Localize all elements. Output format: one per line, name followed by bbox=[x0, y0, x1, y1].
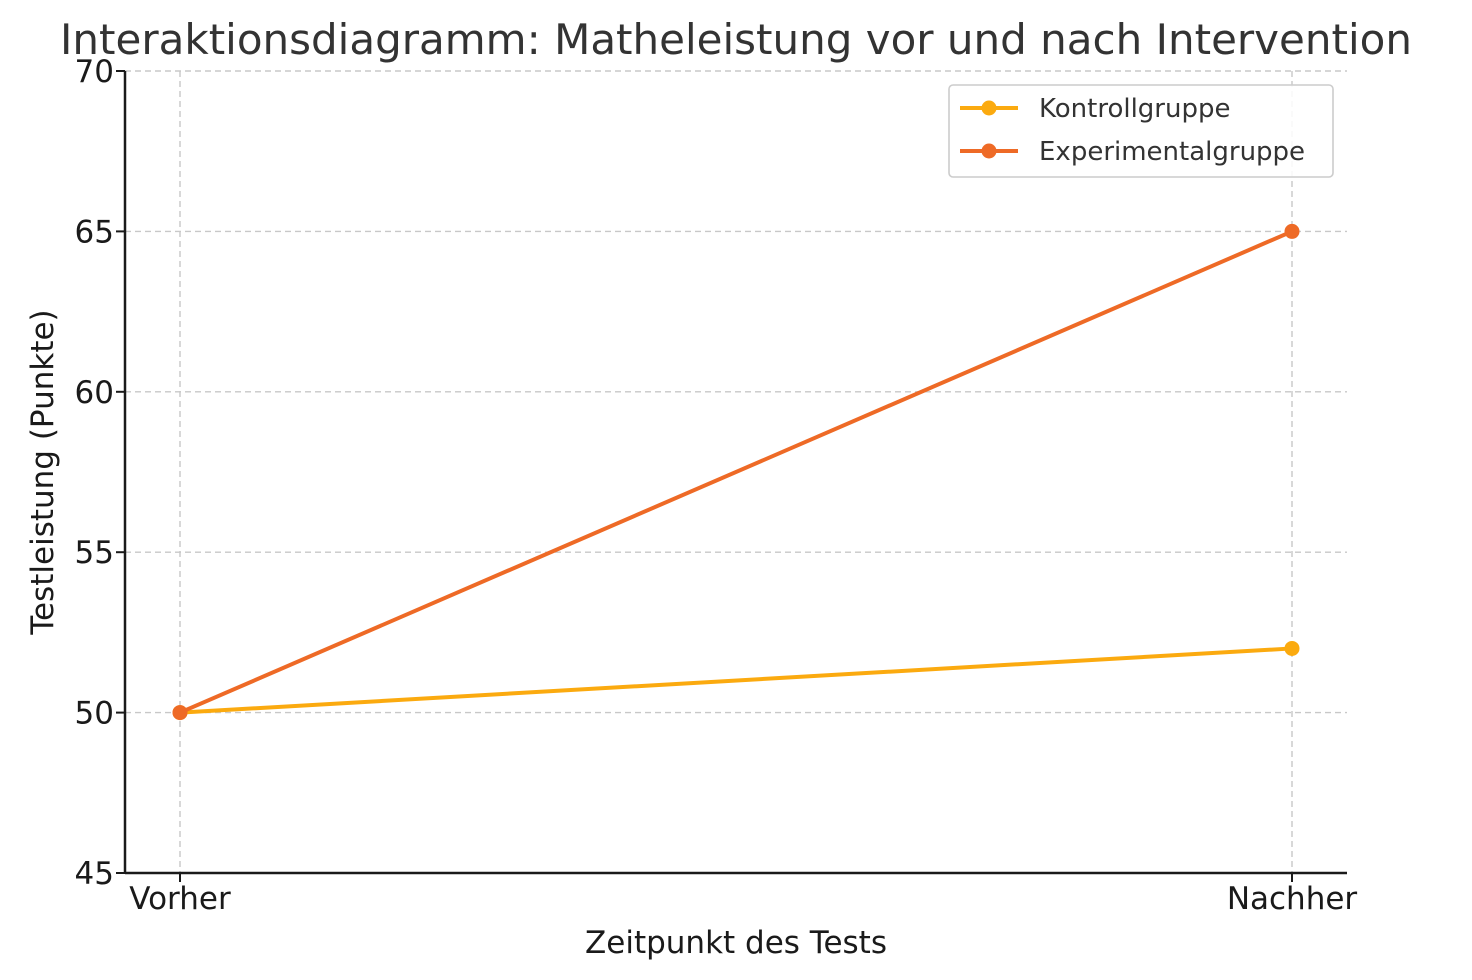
series-line-experimentalgruppe bbox=[179, 229, 1293, 715]
tick-labels: 45 50 55 60 65 70 Vorher Nachher bbox=[75, 54, 1358, 917]
x-axis-label: Zeitpunkt des Tests bbox=[585, 925, 887, 961]
y-axis-label: Testleistung (Punkte) bbox=[25, 309, 61, 635]
legend-label-experimentalgruppe: Experimentalgruppe bbox=[1039, 137, 1305, 167]
data-point-experimentalgruppe bbox=[1284, 223, 1300, 239]
series bbox=[172, 223, 1300, 721]
y-tick-label: 60 bbox=[75, 375, 114, 411]
legend-marker-experimentalgruppe bbox=[981, 143, 997, 159]
chart-title: Interaktionsdiagramm: Matheleistung vor … bbox=[60, 15, 1412, 64]
series-line-kontrollgruppe bbox=[179, 646, 1293, 715]
y-tick-label: 45 bbox=[75, 856, 114, 892]
y-tick-label: 70 bbox=[75, 54, 114, 90]
y-tick-label: 50 bbox=[75, 696, 114, 732]
x-tick-label: Vorher bbox=[129, 881, 231, 917]
y-tick-label: 55 bbox=[75, 535, 114, 571]
legend: Kontrollgruppe Experimentalgruppe bbox=[948, 84, 1334, 178]
data-point-experimentalgruppe bbox=[172, 705, 188, 721]
legend-box bbox=[948, 84, 1334, 178]
legend-marker-kontrollgruppe bbox=[981, 100, 997, 116]
y-tick-label: 65 bbox=[75, 214, 114, 250]
axes bbox=[116, 70, 1347, 882]
legend-label-kontrollgruppe: Kontrollgruppe bbox=[1039, 94, 1230, 124]
x-tick-label: Nachher bbox=[1227, 881, 1358, 917]
data-point-kontrollgruppe bbox=[1284, 640, 1300, 656]
grid-lines bbox=[125, 70, 1347, 874]
